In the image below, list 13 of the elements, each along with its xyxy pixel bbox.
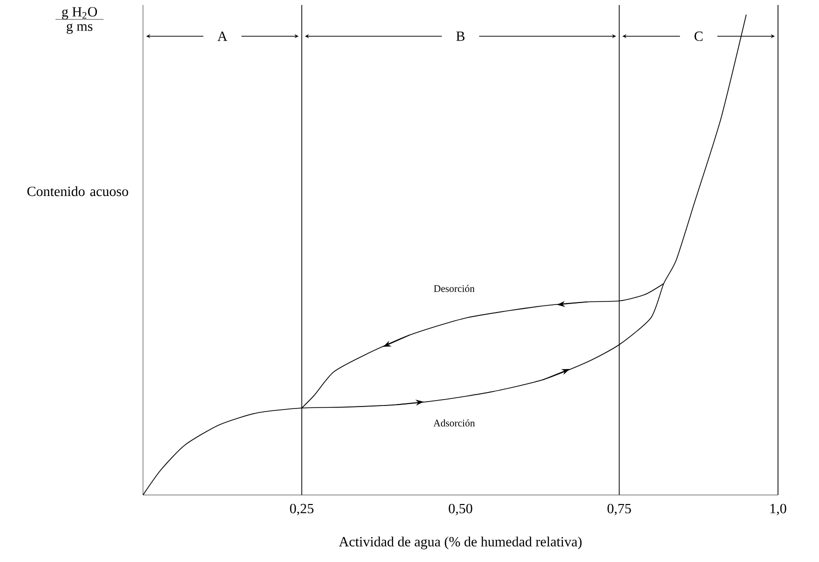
y-axis-title: Contenido acuoso [27, 186, 128, 196]
x-tick-label: 0,25 [290, 504, 314, 516]
x-axis-title: Actividad de agua (% de humedad relativa) [338, 536, 582, 550]
text: Desorción [434, 284, 475, 292]
annotation: A [217, 32, 228, 41]
x-tick-label: 0,75 [608, 504, 631, 516]
x-tick-label: 0,50 [448, 504, 472, 516]
annotation: C [694, 32, 703, 41]
x-tick-label: 1,0 [770, 504, 786, 516]
annotation: B [456, 32, 464, 41]
text: g H$_{2}$O [62, 7, 97, 20]
series-label: Adsorción [433, 419, 475, 426]
text: g ms [66, 24, 92, 34]
